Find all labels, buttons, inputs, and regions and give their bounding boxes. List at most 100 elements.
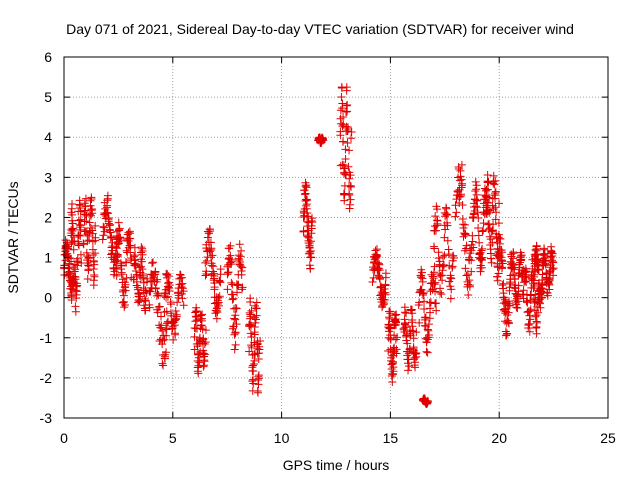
data-point (202, 269, 211, 278)
data-point (199, 352, 208, 361)
data-point (91, 249, 100, 258)
data-point (426, 308, 435, 317)
data-point (307, 221, 316, 230)
data-point (162, 293, 171, 302)
data-point (170, 321, 179, 330)
x-tick-label: 25 (600, 430, 616, 446)
data-point (74, 216, 83, 225)
data-point (214, 298, 223, 307)
data-point (345, 191, 354, 200)
data-point (229, 294, 238, 303)
data-point (465, 282, 474, 291)
data-point (442, 203, 451, 212)
data-point (88, 209, 97, 218)
data-point (250, 328, 259, 337)
data-point (418, 274, 427, 283)
x-tick-label: 15 (383, 430, 399, 446)
data-point (458, 200, 467, 209)
data-point (194, 353, 203, 362)
data-point (245, 347, 254, 356)
data-point (345, 146, 354, 155)
data-point (204, 229, 213, 238)
data-point (69, 232, 78, 241)
data-point (155, 302, 164, 311)
data-point (87, 194, 96, 203)
data-point (489, 171, 498, 180)
data-point (246, 329, 255, 338)
data-point (496, 234, 505, 243)
data-point (201, 326, 210, 335)
data-point (340, 169, 349, 178)
data-point (433, 219, 442, 228)
data-point (432, 299, 441, 308)
data-point (346, 195, 355, 204)
data-point (246, 297, 255, 306)
data-point (173, 298, 182, 307)
data-point (237, 270, 246, 279)
data-point (408, 309, 417, 318)
data-point (160, 308, 169, 317)
data-point (246, 320, 255, 329)
data-point (167, 311, 176, 320)
data-point (100, 227, 109, 236)
data-point (339, 112, 348, 121)
y-tick-label: -1 (40, 330, 53, 346)
data-point (545, 276, 554, 285)
data-point (493, 276, 502, 285)
data-point (491, 187, 500, 196)
data-point (252, 304, 261, 313)
data-point (473, 196, 482, 205)
data-point (424, 326, 433, 335)
data-point (162, 348, 171, 357)
data-point (215, 292, 224, 301)
data-point (256, 336, 265, 345)
data-point (81, 202, 90, 211)
data-point (346, 171, 355, 180)
data-point (343, 139, 352, 148)
data-point (197, 314, 206, 323)
data-point (475, 238, 484, 247)
data-point (149, 258, 158, 267)
data-point (431, 287, 440, 296)
data-point (534, 266, 543, 275)
data-point (443, 236, 452, 245)
data-point (85, 218, 94, 227)
data-point (210, 283, 219, 292)
data-point (471, 187, 480, 196)
data-point (103, 208, 112, 217)
data-point (419, 291, 428, 300)
data-point (65, 259, 74, 268)
data-point (422, 347, 431, 356)
data-point (381, 290, 390, 299)
data-point (136, 292, 145, 301)
chart-title: Day 071 of 2021, Sidereal Day-to-day VTE… (66, 21, 574, 37)
data-point (347, 182, 356, 191)
data-point (526, 305, 535, 314)
data-point (503, 329, 512, 338)
data-point (478, 253, 487, 262)
data-point (76, 215, 85, 224)
data-point (540, 245, 549, 254)
data-point (121, 300, 130, 309)
data-point (168, 322, 177, 331)
data-point (377, 283, 386, 292)
data-point (464, 291, 473, 300)
data-point (237, 246, 246, 255)
data-point (104, 219, 113, 228)
data-point (477, 263, 486, 272)
y-tick-label: 1 (44, 250, 52, 266)
data-point (148, 259, 157, 268)
data-point (90, 260, 99, 269)
data-point (483, 198, 492, 207)
data-point (375, 259, 384, 268)
data-point (85, 262, 94, 271)
data-point (454, 165, 463, 174)
data-point (236, 262, 245, 271)
data-point (505, 301, 514, 310)
data-point (521, 277, 530, 286)
data-point (231, 340, 240, 349)
data-point (509, 261, 518, 270)
data-point (477, 255, 486, 264)
data-point (522, 267, 531, 276)
data-point (479, 226, 488, 235)
